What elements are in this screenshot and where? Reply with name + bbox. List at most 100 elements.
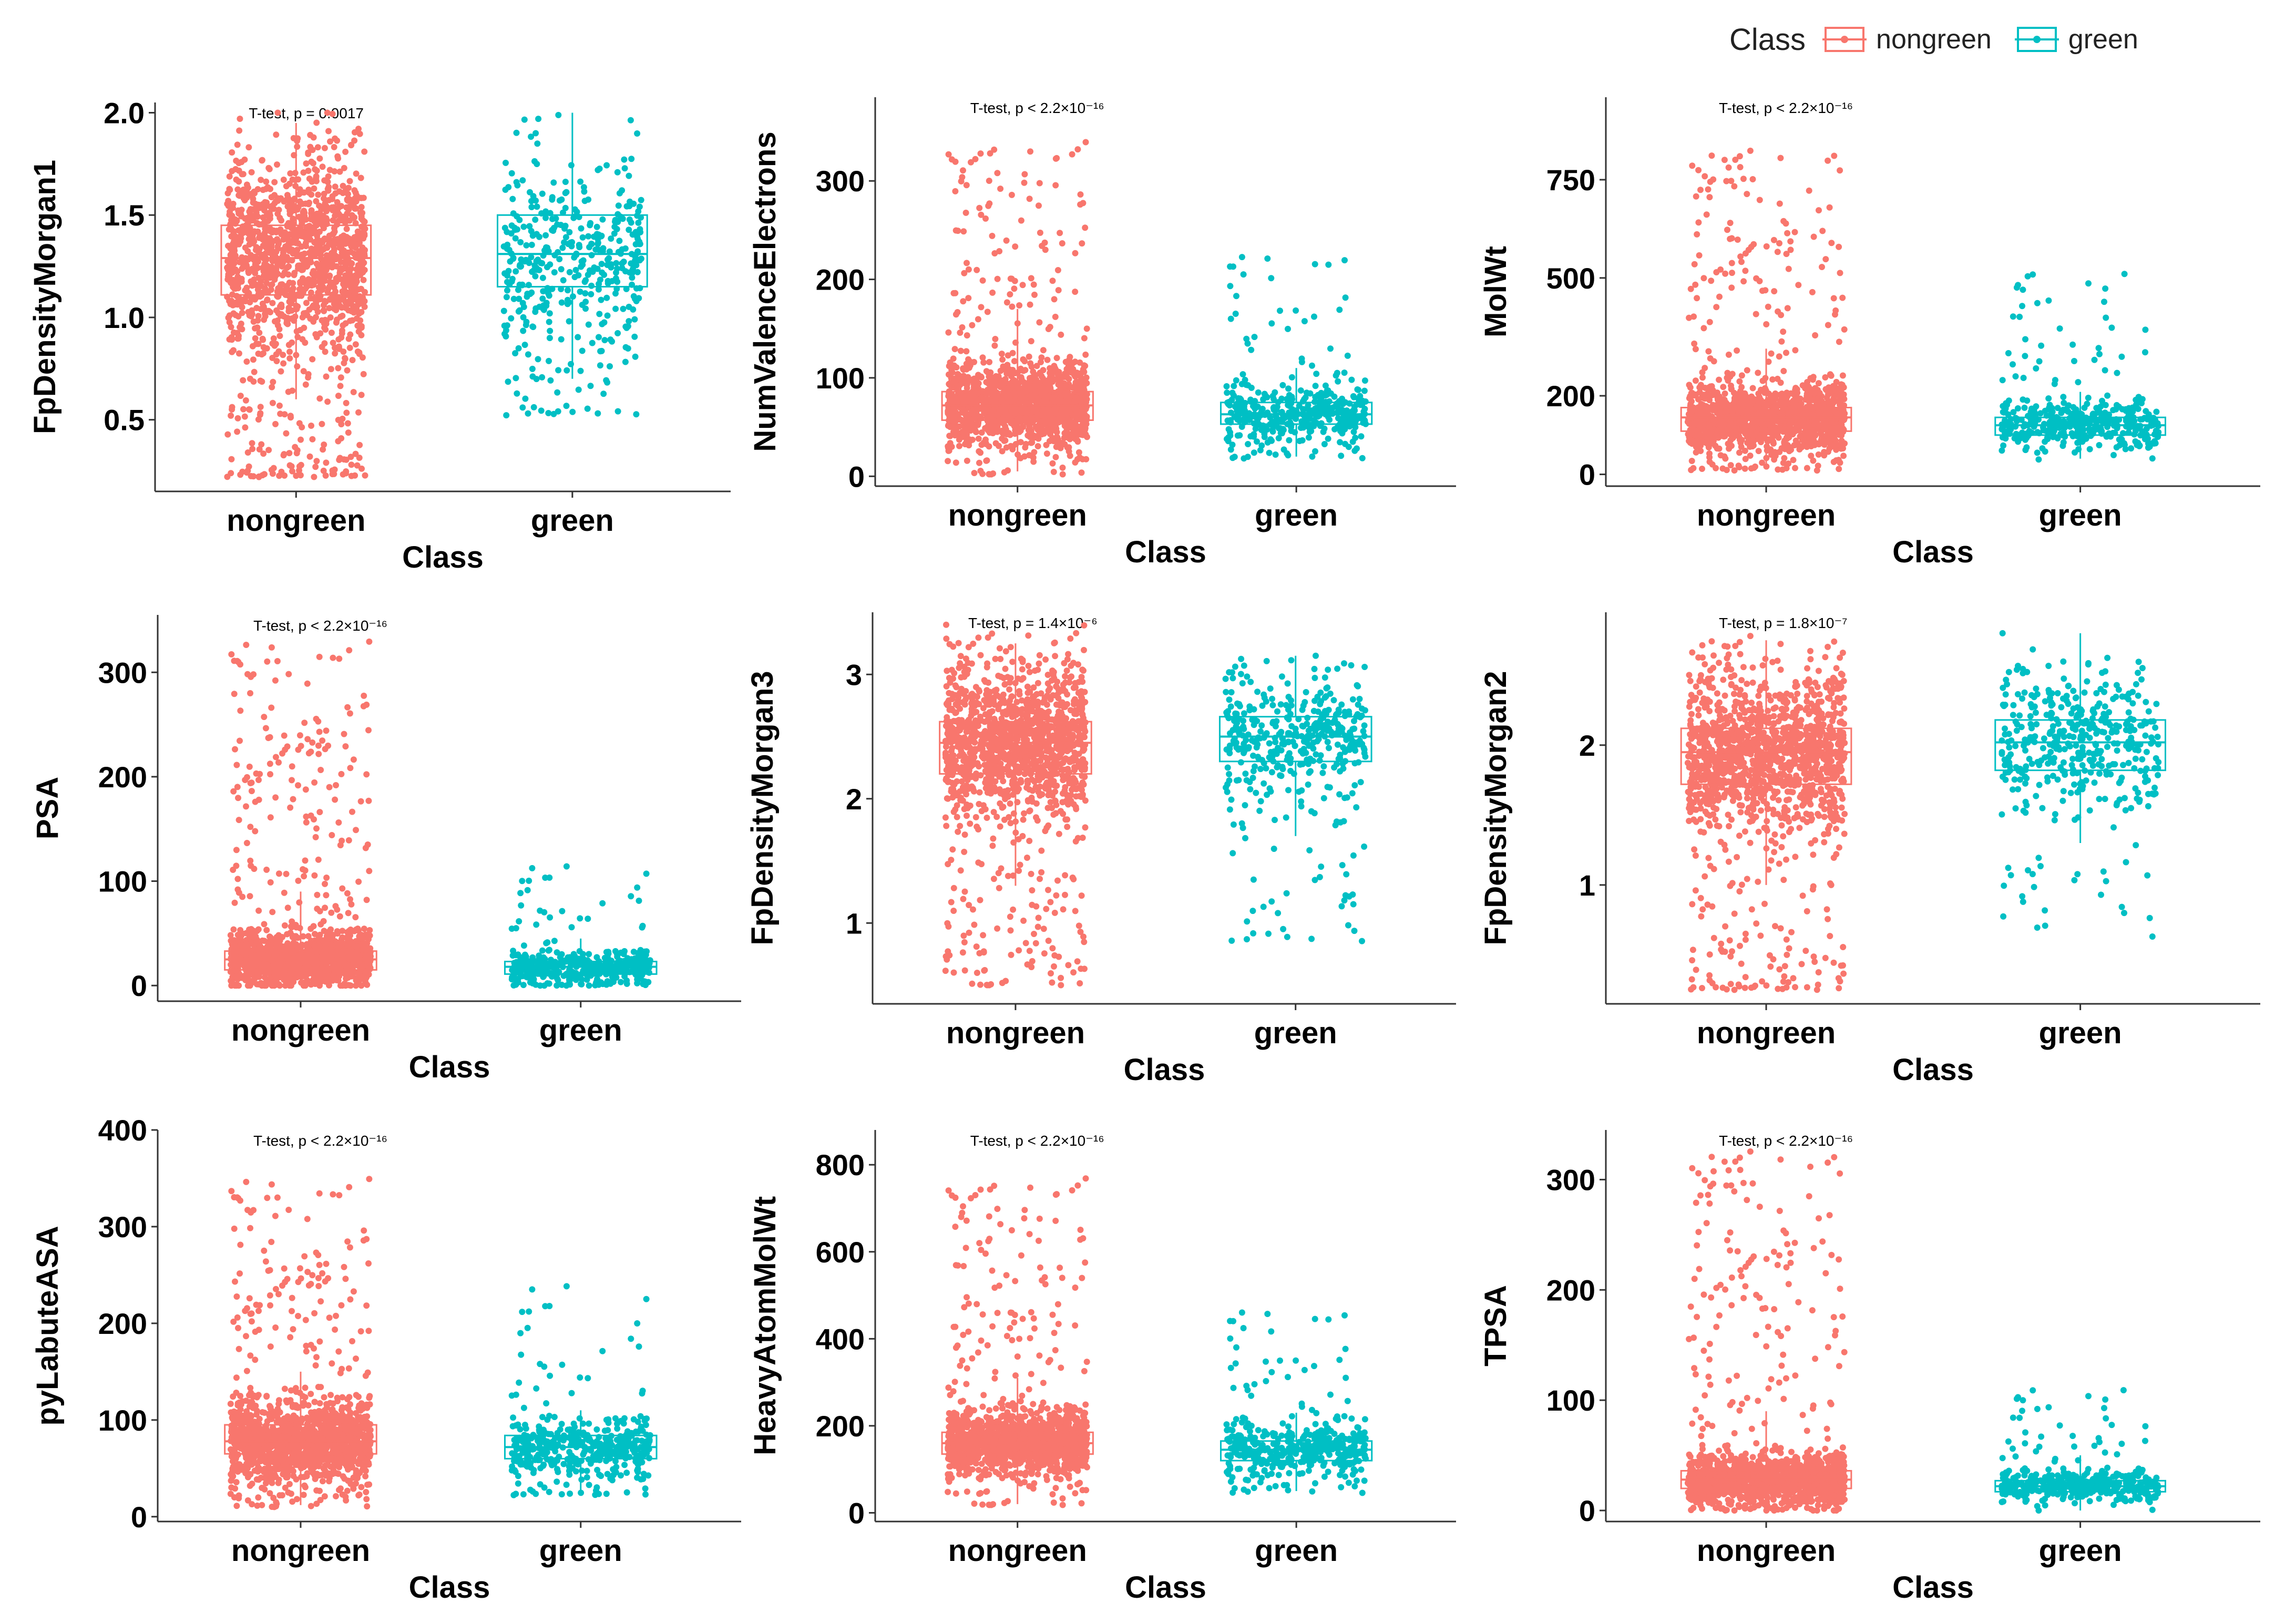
data-point	[300, 169, 307, 176]
data-point	[1040, 347, 1047, 354]
data-point	[634, 235, 641, 242]
data-point	[630, 293, 637, 300]
data-point	[276, 333, 283, 340]
data-point	[309, 281, 315, 288]
data-point	[542, 208, 549, 215]
data-point	[357, 317, 364, 324]
data-point	[1839, 372, 1846, 379]
data-point	[309, 270, 316, 277]
data-point	[601, 337, 608, 344]
data-point	[306, 453, 313, 460]
data-point	[362, 472, 368, 479]
data-point	[949, 409, 956, 416]
data-point	[304, 262, 311, 269]
data-point	[267, 215, 273, 222]
data-point	[1810, 233, 1817, 240]
data-point	[983, 457, 990, 464]
data-point	[1051, 437, 1058, 444]
data-point	[513, 268, 519, 275]
data-point	[228, 412, 234, 419]
data-point	[1038, 359, 1044, 365]
data-point	[360, 276, 367, 283]
data-point	[975, 316, 981, 323]
data-point	[1224, 436, 1230, 443]
data-point	[333, 299, 340, 306]
data-point	[310, 160, 316, 167]
data-point	[1245, 441, 1252, 447]
data-point	[335, 210, 342, 217]
data-point	[1233, 377, 1239, 384]
data-point	[1784, 305, 1791, 312]
data-point	[1242, 407, 1248, 414]
data-point	[994, 275, 1001, 282]
data-point	[1236, 402, 1243, 409]
data-point	[546, 310, 553, 317]
data-point	[1706, 194, 1713, 201]
data-point	[979, 277, 986, 284]
data-point	[1771, 456, 1778, 463]
data-point	[992, 440, 999, 447]
data-point	[1781, 455, 1788, 461]
data-point	[1051, 363, 1058, 369]
data-point	[339, 415, 346, 422]
data-point	[1044, 427, 1051, 434]
data-point	[1734, 237, 1741, 243]
data-point	[1768, 350, 1775, 357]
data-point	[224, 258, 231, 264]
data-point	[262, 240, 269, 246]
data-point	[1352, 435, 1359, 441]
data-point	[620, 305, 627, 312]
data-point	[1293, 307, 1299, 314]
data-point	[1689, 162, 1696, 169]
data-point	[542, 232, 549, 239]
data-point	[1008, 191, 1015, 198]
data-point	[547, 377, 554, 384]
data-point	[1057, 230, 1063, 237]
data-point	[1351, 447, 1358, 454]
data-point	[239, 189, 245, 196]
data-point	[1320, 428, 1327, 435]
data-point	[1313, 371, 1320, 377]
data-point	[353, 198, 360, 205]
data-point	[227, 245, 234, 252]
data-point	[298, 461, 304, 468]
data-point	[1055, 368, 1062, 375]
data-point	[984, 368, 991, 375]
data-point	[1069, 430, 1076, 437]
data-point	[614, 211, 621, 218]
data-point	[947, 440, 954, 447]
data-point	[358, 392, 365, 398]
data-point	[354, 232, 361, 239]
data-point	[358, 465, 365, 472]
data-point	[624, 323, 631, 330]
data-point	[1345, 444, 1352, 450]
data-point	[1035, 435, 1042, 442]
data-point	[945, 151, 952, 158]
data-point	[519, 404, 526, 411]
data-point	[638, 197, 644, 203]
data-point	[1241, 455, 1247, 462]
data-point	[1759, 377, 1766, 384]
data-point	[1082, 351, 1089, 358]
data-point	[229, 149, 235, 156]
data-point	[504, 272, 510, 279]
data-point	[1694, 231, 1700, 238]
data-point	[256, 221, 262, 228]
data-point	[313, 119, 320, 126]
data-point	[989, 429, 996, 436]
data-point	[285, 342, 292, 348]
data-point	[294, 143, 301, 150]
data-point	[1001, 437, 1008, 444]
data-point	[970, 384, 977, 390]
data-point	[321, 269, 328, 276]
data-point	[978, 304, 985, 311]
data-point	[962, 426, 969, 433]
y-tick-label: 200	[1546, 379, 1595, 413]
data-point	[305, 371, 312, 377]
data-point	[253, 209, 260, 216]
data-point	[1841, 326, 1848, 333]
data-point	[978, 429, 985, 436]
data-point	[242, 298, 249, 304]
data-point	[526, 223, 533, 230]
data-point	[629, 270, 636, 276]
